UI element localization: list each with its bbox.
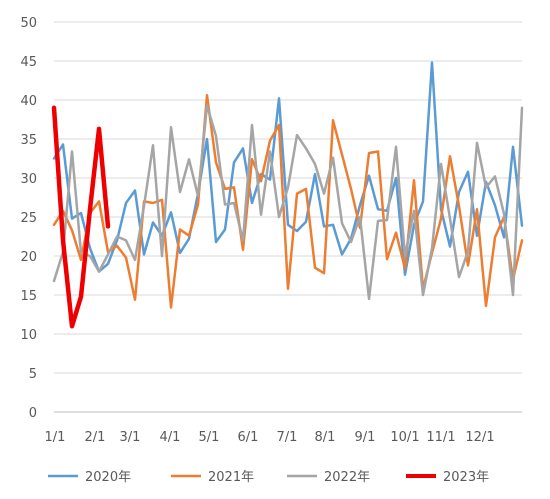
x-tick-label: 3/1 <box>120 430 141 445</box>
x-tick-label: 10/1 <box>390 430 419 445</box>
x-tick-label: 5/1 <box>199 430 220 445</box>
x-tick-label: 8/1 <box>315 430 336 445</box>
legend-item: 2021年 <box>171 470 254 485</box>
x-tick-label: 4/1 <box>160 430 181 445</box>
legend-label: 2020年 <box>85 470 131 485</box>
series-line <box>52 61 524 276</box>
legend-item: 2020年 <box>48 470 131 485</box>
legend-label: 2023年 <box>443 470 489 485</box>
legend-item: 2023年 <box>406 470 489 485</box>
x-tick-label: 6/1 <box>238 430 259 445</box>
y-tick-label: 5 <box>29 367 37 382</box>
series-line <box>52 104 524 301</box>
y-tick-label: 30 <box>20 172 37 187</box>
y-tick-label: 45 <box>20 55 37 70</box>
y-tick-label: 50 <box>20 16 37 31</box>
x-tick-label: 12/1 <box>465 430 494 445</box>
y-tick-label: 0 <box>29 406 37 421</box>
series-line <box>52 94 524 309</box>
y-tick-label: 40 <box>20 94 37 109</box>
y-tick-label: 25 <box>20 211 37 226</box>
x-tick-label: 1/1 <box>45 430 66 445</box>
y-tick-label: 15 <box>20 289 37 304</box>
x-tick-label: 9/1 <box>355 430 376 445</box>
series-line <box>51 105 111 329</box>
legend-item: 2022年 <box>287 470 370 485</box>
x-axis: 1/1 2/1 3/1 4/1 5/1 6/1 7/1 8/1 9/1 10/1 11/1 12/1 <box>45 430 495 445</box>
y-tick-label: 35 <box>20 133 37 148</box>
legend-label: 2021年 <box>208 470 254 485</box>
x-tick-label: 11/1 <box>426 430 455 445</box>
y-tick-label: 10 <box>20 328 37 343</box>
y-tick-label: 20 <box>20 250 37 265</box>
legend: 2020年 2021年 2022年 2023年 <box>48 470 489 485</box>
y-axis: 0 5 10 15 20 25 30 35 40 45 50 <box>20 16 37 421</box>
x-tick-label: 2/1 <box>85 430 106 445</box>
plot-area <box>51 61 524 329</box>
legend-label: 2022年 <box>324 470 370 485</box>
x-tick-label: 7/1 <box>277 430 298 445</box>
